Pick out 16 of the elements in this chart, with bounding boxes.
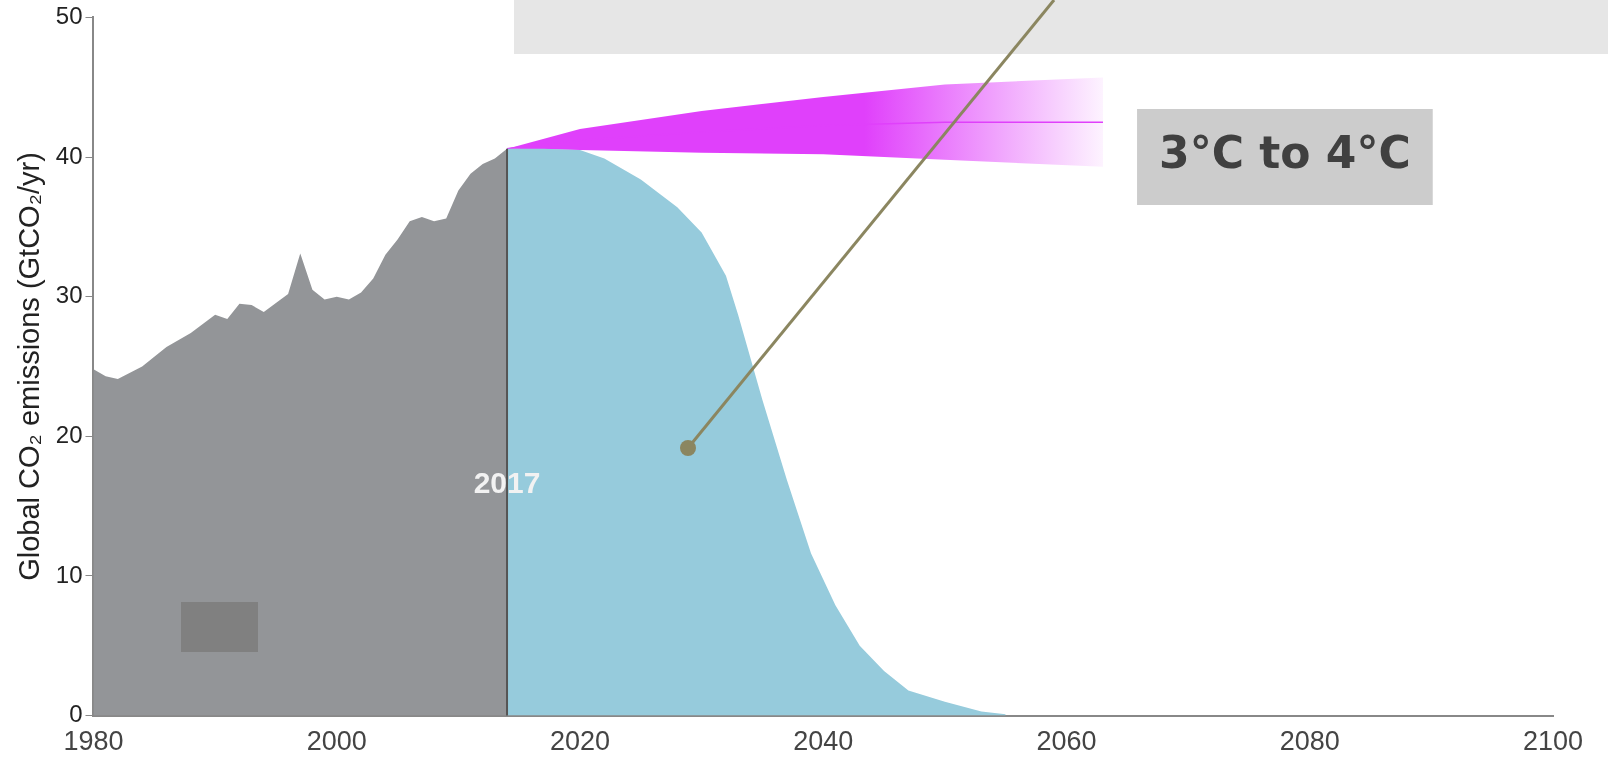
- x-tick-label: 2060: [1036, 726, 1097, 757]
- x-tick-label: 2000: [306, 726, 367, 757]
- y-axis-title: Global CO₂ emissions (GtCO₂/yr): [13, 152, 46, 581]
- annotation: 2017: [473, 466, 541, 500]
- y-tick-label: 40: [55, 141, 83, 169]
- x-tick-label: 2100: [1522, 726, 1584, 757]
- y-tick-label: 0: [69, 700, 83, 728]
- y-tick-label: 50: [55, 2, 83, 30]
- y-tick-label: 30: [55, 281, 83, 309]
- y-tick-label: 10: [55, 560, 83, 588]
- x-tick-label: 2020: [549, 726, 611, 757]
- annotation: 3°C to 4°C: [1159, 127, 1411, 179]
- x-tick-label: 2040: [793, 726, 854, 757]
- y-tick-label: 20: [55, 420, 83, 448]
- x-tick-label: 1980: [63, 726, 124, 757]
- x-tick-label: 2080: [1279, 726, 1340, 757]
